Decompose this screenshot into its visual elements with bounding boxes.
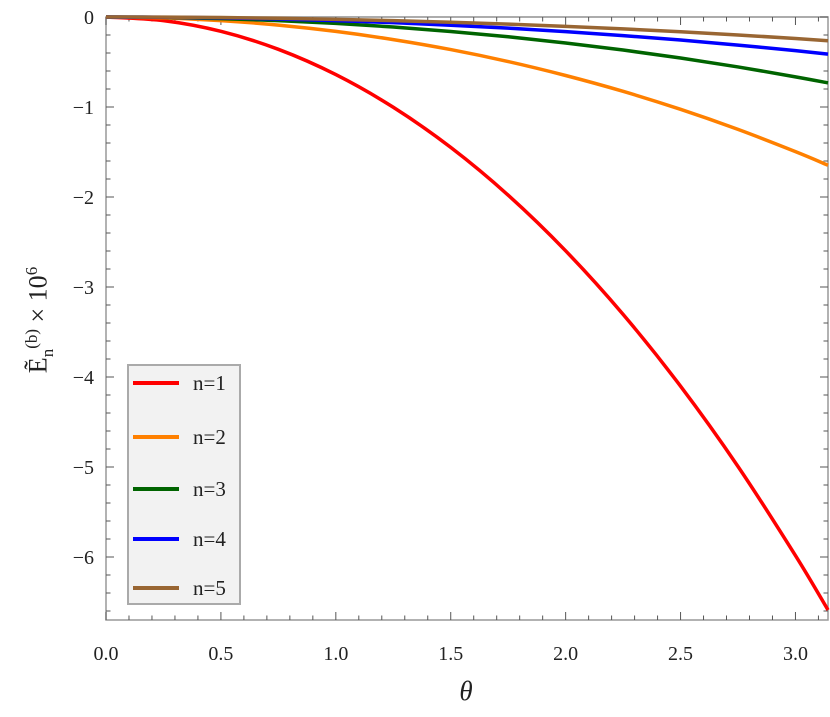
y-tick-label: −5 [73, 457, 94, 479]
y-tick-label: −2 [73, 187, 94, 209]
legend-label: n=1 [193, 370, 226, 395]
y-label-times: × 10 [23, 275, 53, 329]
y-tick-label: −3 [73, 277, 94, 299]
legend-item-n1: n=1 [133, 371, 226, 395]
x-tick-label: 3.0 [783, 643, 808, 665]
legend-swatch [133, 487, 179, 491]
legend-item-n5: n=5 [133, 576, 226, 600]
x-tick-label: 0.0 [94, 643, 119, 665]
legend-label: n=2 [193, 424, 226, 449]
legend-item-n4: n=4 [133, 527, 226, 551]
plot-frame [105, 16, 829, 621]
y-tick-label: −4 [73, 367, 94, 389]
legend: n=1 n=2 n=3 n=4 n=5 [127, 364, 241, 605]
y-label-sup: (b) [22, 328, 42, 349]
y-tick-label: −6 [73, 547, 94, 569]
legend-swatch [133, 537, 179, 541]
legend-swatch [133, 435, 179, 439]
x-axis-label: θ [459, 676, 473, 706]
y-tick-label: −1 [73, 97, 94, 119]
legend-swatch [133, 381, 179, 385]
y-label-exp: 6 [22, 266, 42, 276]
x-tick-label: 0.5 [208, 643, 233, 665]
legend-swatch [133, 586, 179, 590]
y-tick-label: 0 [84, 7, 94, 29]
series-line-n5 [105, 15, 829, 43]
legend-label: n=5 [193, 575, 226, 600]
y-label-sub: n [37, 348, 57, 358]
legend-label: n=4 [193, 526, 226, 551]
x-tick-label: 1.5 [438, 643, 463, 665]
x-tick-label: 2.5 [668, 643, 693, 665]
y-axis-label: Ẽn(b) × 106 [22, 267, 58, 373]
x-tick-label: 2.0 [553, 643, 578, 665]
legend-item-n3: n=3 [133, 477, 226, 501]
x-tick-label: 1.0 [323, 643, 348, 665]
legend-item-n2: n=2 [133, 425, 226, 449]
series-line-n1 [105, 15, 830, 611]
y-label-base: Ẽ [23, 357, 53, 374]
series-line-n2 [105, 15, 829, 167]
legend-label: n=3 [193, 476, 226, 501]
